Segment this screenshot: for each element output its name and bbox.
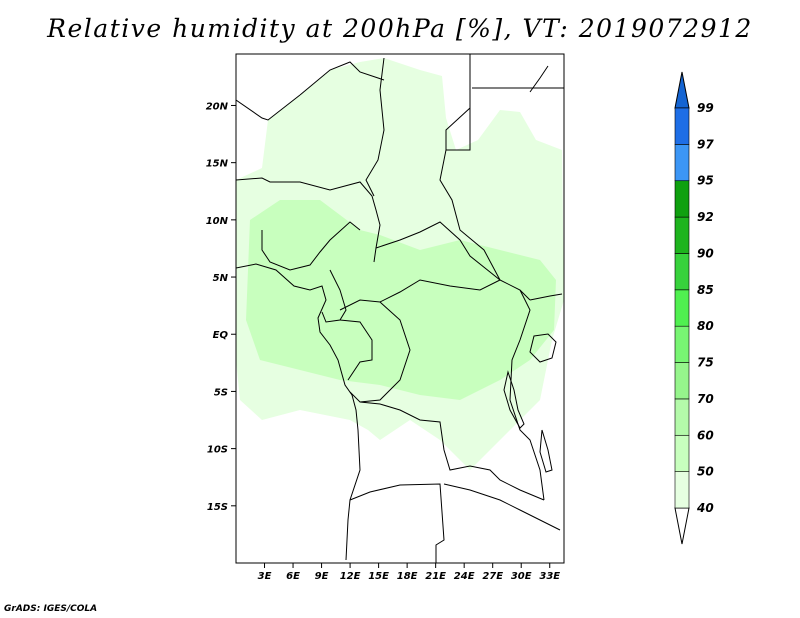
border-uganda-kenya (529, 293, 563, 301)
border-namibia (349, 483, 445, 563)
lon-tick-label: 21E (425, 571, 446, 582)
border-egypt-sudan (439, 54, 531, 301)
grads-credit: GrADS: IGES/COLA (4, 604, 98, 614)
colorbar-block (674, 434, 690, 472)
colorbar-label: 50 (697, 465, 714, 479)
colorbar-block (674, 216, 690, 254)
colorbar-below-triangle (674, 507, 690, 545)
colorbar-label: 80 (697, 319, 714, 333)
lon-tick-label: 18E (397, 571, 418, 582)
lat-tick-label: 20N (206, 101, 229, 112)
colorbar-label: 75 (697, 356, 714, 370)
border-egypt-libya-north (446, 108, 471, 151)
humidity-field (236, 58, 564, 470)
colorbar-block (674, 180, 690, 218)
border-nigeria (261, 221, 361, 271)
colorbar-block (674, 144, 690, 182)
humidity-field-50-60 (246, 200, 556, 400)
colorbar-label: 40 (696, 501, 714, 515)
lat-tick-label: 15N (206, 159, 229, 170)
latitude-axis: 20N 15N 10N 5N EQ 5S 10S 15S (206, 101, 236, 513)
border-sahel (236, 177, 381, 263)
border-cameroon (321, 269, 347, 323)
lat-tick-label: 10N (206, 216, 229, 227)
lake-tanganyika (503, 370, 525, 429)
longitude-axis: 3E 6E 9E 12E 15E 18E 21E 24E 27E 30E 33E (258, 563, 560, 582)
map-frame (235, 53, 565, 564)
lat-tick-label: 5S (214, 387, 228, 398)
gulf-of-aqaba (529, 65, 549, 93)
coastline-west-africa (236, 263, 361, 561)
colorbar-label: 95 (697, 174, 714, 188)
colorbar-block (674, 362, 690, 400)
border-mali-algeria (236, 94, 301, 121)
border-libya-niger (299, 61, 385, 96)
lat-tick-label: EQ (213, 330, 229, 341)
lon-tick-label: 30E (511, 571, 532, 582)
colorbar-label: 60 (697, 428, 714, 442)
border-drc-east (509, 289, 545, 501)
colorbar-above-triangle (674, 71, 690, 109)
lon-tick-label: 6E (286, 571, 300, 582)
colorbar-label: 85 (697, 283, 714, 297)
colorbar-label: 92 (697, 210, 714, 224)
lon-tick-label: 9E (315, 571, 329, 582)
lat-tick-label: 5N (213, 273, 229, 284)
colorbar-block (674, 398, 690, 436)
colorbar-block (674, 289, 690, 327)
border-libya-chad (365, 57, 385, 197)
lon-tick-label: 3E (258, 571, 272, 582)
border-car (339, 221, 501, 311)
map-title: Relative humidity at 200hPa [%], VT: 201… (47, 14, 753, 43)
country-borders (236, 54, 564, 563)
colorbar-block (674, 325, 690, 363)
lon-tick-label: 12E (340, 571, 361, 582)
border-zambia (443, 483, 561, 531)
lon-tick-label: 33E (539, 571, 560, 582)
lon-tick-label: 24E (454, 571, 475, 582)
colorbar-block (674, 253, 690, 291)
colorbar-block (674, 107, 690, 145)
border-congo (339, 319, 373, 381)
lake-victoria (529, 333, 557, 363)
colorbar-label: 90 (697, 246, 714, 260)
colorbar-label: 99 (697, 101, 714, 115)
lat-tick-label: 15S (207, 502, 228, 513)
border-angola (359, 401, 545, 501)
colorbar-label: 97 (697, 137, 714, 151)
colorbar-block (674, 471, 690, 509)
lon-tick-label: 15E (368, 571, 389, 582)
lon-tick-label: 27E (482, 571, 503, 582)
colorbar: 40 50 60 70 75 80 85 90 92 95 97 99 (674, 71, 714, 545)
colorbar-label: 70 (697, 392, 714, 406)
lake-malawi (539, 429, 553, 473)
lat-tick-label: 10S (207, 445, 228, 456)
